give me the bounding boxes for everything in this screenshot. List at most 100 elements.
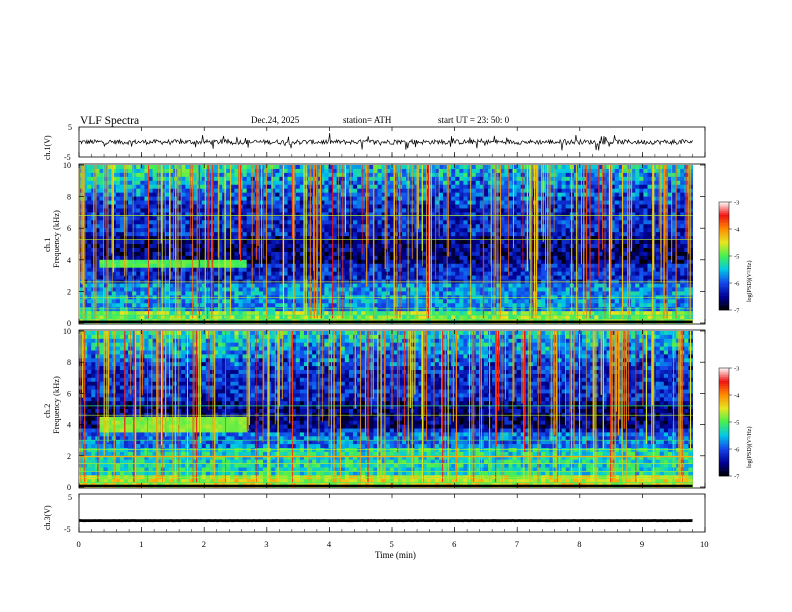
spectrogram-cell	[230, 216, 235, 221]
spectrogram-cell	[402, 299, 407, 304]
spectrogram-cell	[508, 291, 513, 296]
spectrogram-cell	[103, 236, 109, 241]
spectrogram-cell	[496, 307, 501, 312]
spectrogram-cell	[185, 267, 190, 273]
spectrogram-cell	[508, 196, 513, 201]
spectrogram-cell	[430, 307, 436, 312]
spectrogram-cell	[389, 240, 395, 245]
spectrogram-cell	[185, 247, 190, 253]
spectrogram-cell	[177, 192, 182, 197]
spectrogram-cell	[369, 172, 374, 178]
spectrogram-cell	[483, 196, 489, 201]
spectrogram-cell	[242, 196, 248, 201]
spectrogram-cell	[520, 275, 526, 280]
spectrogram-cell	[483, 188, 489, 194]
spectrogram-cell	[254, 188, 260, 194]
spectrogram-cell	[132, 228, 137, 233]
spectrogram-cell	[324, 299, 329, 304]
spectrogram-cell	[230, 176, 235, 182]
spectrogram-cell	[230, 165, 235, 170]
spectrogram-cell	[168, 232, 174, 237]
spectrogram-cell	[496, 196, 501, 201]
spectrogram-cell	[369, 244, 374, 249]
spectrogram-cell	[107, 232, 113, 237]
spectrogram-cell	[136, 299, 141, 304]
spectrogram-cell	[115, 291, 121, 296]
spectrogram-cell	[316, 303, 321, 308]
spectrogram-cell	[99, 192, 104, 197]
spectrogram-cell	[144, 216, 149, 221]
spectrogram-cell	[385, 255, 391, 261]
spectrogram-cell	[295, 172, 301, 178]
spectrogram-cell	[553, 299, 558, 304]
spectrogram-cell	[95, 275, 100, 280]
spectrogram-cell	[389, 200, 395, 205]
spectrogram-cell	[226, 311, 231, 316]
spectrogram-cell	[357, 259, 362, 265]
spectrogram-cell	[250, 311, 256, 316]
spectrogram-cell	[132, 291, 137, 296]
spectrogram-cell	[287, 255, 293, 261]
spectrogram-cell	[177, 188, 182, 194]
spectrogram-cell	[283, 251, 288, 257]
spectrogram-cell	[459, 172, 464, 178]
spectrogram-cell	[565, 255, 571, 261]
spectrogram-cell	[381, 192, 387, 197]
spectrogram-cell	[218, 267, 223, 273]
spectrogram-cell	[377, 172, 383, 178]
spectrogram-cell	[107, 224, 113, 229]
spectrogram-cell	[156, 255, 162, 261]
spectrogram-cell	[295, 303, 301, 308]
spectrogram-cell	[553, 212, 558, 217]
spectrogram-cell	[430, 212, 436, 217]
spectrogram-cell	[377, 315, 383, 320]
spectrogram-cell	[524, 287, 530, 292]
spectrogram-cell	[140, 291, 145, 296]
spectrogram-cell	[324, 251, 329, 257]
spectrogram-cell	[381, 216, 387, 221]
spectrogram-cell	[254, 267, 260, 273]
spectrogram-cell	[385, 216, 391, 221]
spectrogram-cell	[185, 192, 190, 197]
spectrogram-cell	[565, 287, 571, 292]
spectrogram-cell	[242, 216, 248, 221]
spectrogram-cell	[487, 196, 493, 201]
spectrogram-cell	[254, 200, 260, 205]
spectrogram-cell	[156, 165, 162, 170]
spectrogram-cell	[160, 228, 166, 233]
spectrogram-cell	[164, 275, 170, 280]
spectrogram-cell	[541, 307, 546, 312]
spectrogram-cell	[377, 200, 383, 205]
spectrogram-cell	[471, 212, 477, 217]
spectrogram-cell	[275, 275, 280, 280]
spectrogram-cell	[222, 244, 227, 249]
spectrogram-cell	[430, 208, 436, 213]
spectrogram-cell	[381, 307, 387, 312]
spectrogram-cell	[504, 287, 509, 292]
spectrogram-cell	[537, 168, 542, 174]
spectrogram-cell	[422, 232, 428, 237]
spectrogram-cell	[242, 291, 248, 296]
spectrogram-cell	[271, 184, 276, 190]
spectrogram-cell	[205, 192, 211, 197]
spectrogram-cell	[455, 283, 460, 288]
spectrogram-cell	[479, 291, 485, 296]
spectrogram-cell	[103, 196, 109, 201]
spectrogram-cell	[144, 188, 149, 194]
spectrogram-cell	[148, 220, 154, 225]
spectrogram-cell	[164, 184, 170, 190]
spectrogram-cell	[557, 303, 562, 308]
spectrogram-cell	[389, 236, 395, 241]
spectrogram-cell	[418, 267, 423, 273]
spectrogram-cell	[115, 196, 121, 201]
spectrogram-cell	[87, 192, 92, 197]
spectrogram-cell	[128, 192, 133, 197]
spectrogram-cell	[565, 303, 571, 308]
spectrogram-cell	[422, 311, 428, 316]
spectrogram-cell	[222, 176, 227, 182]
spectrogram-cell	[385, 208, 391, 213]
spectrogram-cell	[99, 244, 104, 249]
spectrogram-cell	[487, 247, 493, 253]
spectrogram-cell	[381, 244, 387, 249]
spectrogram-cell	[218, 255, 223, 261]
